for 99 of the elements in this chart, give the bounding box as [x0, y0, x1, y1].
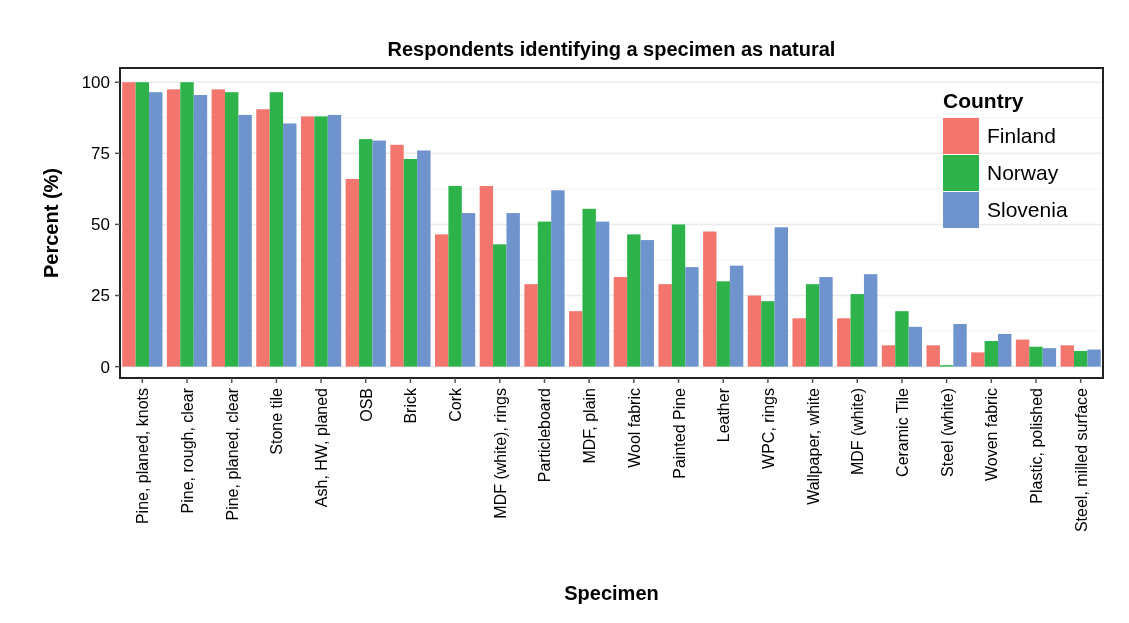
legend-label: Norway [987, 161, 1059, 185]
bar [300, 116, 315, 367]
bar [837, 318, 851, 367]
bar [716, 281, 730, 367]
bar [122, 82, 136, 367]
chart-title: Respondents identifying a specimen as natural [387, 38, 836, 60]
bar [908, 326, 923, 367]
y-axis-title: Percent (%) [40, 167, 62, 279]
bar [850, 294, 864, 367]
bar [551, 190, 565, 367]
x-tick-label: Stone tile [268, 387, 286, 455]
x-tick-label: Steel, milled surface [1072, 387, 1090, 533]
bar [881, 345, 896, 367]
bar [971, 352, 985, 367]
bar [314, 116, 328, 367]
x-tick-label: Wallpaper, white [804, 387, 822, 505]
bar [180, 82, 194, 367]
x-tick-label: Ceramic Tile [893, 387, 911, 477]
x-tick-label: Painted Pine [670, 387, 688, 479]
legend-title: Country [943, 89, 1024, 112]
bar [403, 159, 418, 367]
bar [435, 234, 449, 367]
bar [359, 139, 373, 367]
x-tick-label: Wool fabric [625, 388, 643, 468]
bar [238, 114, 252, 367]
bar [792, 318, 806, 367]
bar [747, 295, 762, 367]
bar [895, 311, 909, 367]
bar [417, 150, 431, 367]
bar [998, 333, 1012, 367]
bar [1029, 346, 1043, 367]
bar [448, 186, 462, 367]
y-tick-label: 75 [91, 144, 110, 164]
y-tick-label: 25 [91, 286, 110, 306]
bar [537, 221, 552, 367]
legend-label: Finland [987, 124, 1056, 148]
y-tick-label: 50 [91, 215, 110, 235]
bar [582, 208, 596, 367]
bar [345, 178, 360, 367]
x-tick-label: Pine, planed, knots [134, 388, 152, 525]
bar [1073, 350, 1088, 367]
x-tick-label: Leather [715, 387, 733, 443]
x-tick-label: MDF, plain [581, 388, 599, 464]
x-tick-label: Brick [402, 387, 420, 424]
x-tick-label: Pine, planed, clear [223, 387, 241, 521]
x-tick-label: Particleboard [536, 388, 554, 483]
x-tick-label: Cork [447, 387, 465, 422]
bar [390, 144, 404, 367]
bar [984, 341, 998, 367]
y-tick-label: 100 [81, 73, 110, 93]
bar [372, 140, 386, 367]
bar [135, 82, 150, 367]
bar [729, 265, 744, 367]
bar [225, 92, 239, 367]
x-tick-label: MDF (white), rings [491, 388, 509, 519]
bar [595, 221, 610, 367]
bar [461, 213, 476, 367]
bar [256, 109, 270, 367]
bar [703, 231, 717, 367]
x-tick-label: WPC, rings [759, 388, 777, 469]
bar [761, 301, 775, 367]
bar [926, 345, 940, 367]
legend-label: Slovenia [987, 198, 1068, 222]
bar [805, 284, 820, 367]
x-tick-label: MDF (white) [849, 388, 867, 476]
bar [166, 89, 181, 367]
bar [524, 284, 538, 367]
bar [685, 267, 699, 367]
bar [953, 323, 967, 367]
bar [627, 234, 641, 367]
bar [774, 227, 788, 367]
y-tick-label: 0 [100, 357, 110, 377]
bar [149, 92, 163, 367]
x-tick-label: Steel (white) [938, 388, 956, 477]
x-tick-label: Pine, rough, clear [179, 387, 197, 514]
bar [671, 224, 686, 367]
x-axis-title: Specimen [564, 582, 659, 604]
bar [863, 274, 878, 367]
bar [613, 277, 628, 367]
bar [327, 114, 342, 367]
bar [658, 284, 672, 367]
bar [1042, 348, 1057, 367]
bar [506, 213, 520, 367]
x-tick-label: OSB [357, 388, 375, 422]
x-tick-label: Woven fabric [983, 388, 1001, 482]
bar [211, 89, 225, 367]
bar [569, 311, 583, 367]
bar [1060, 345, 1074, 367]
bar [479, 186, 494, 367]
bar [493, 244, 507, 367]
bar [1087, 349, 1101, 367]
bar [640, 240, 654, 367]
x-tick-label: Plastic, polished [1027, 388, 1045, 504]
bar [283, 123, 297, 367]
bar [269, 92, 284, 367]
bar [193, 95, 208, 367]
x-tick-label: Ash, HW, planed [313, 388, 331, 508]
bar [1015, 339, 1030, 367]
bar [819, 277, 833, 367]
